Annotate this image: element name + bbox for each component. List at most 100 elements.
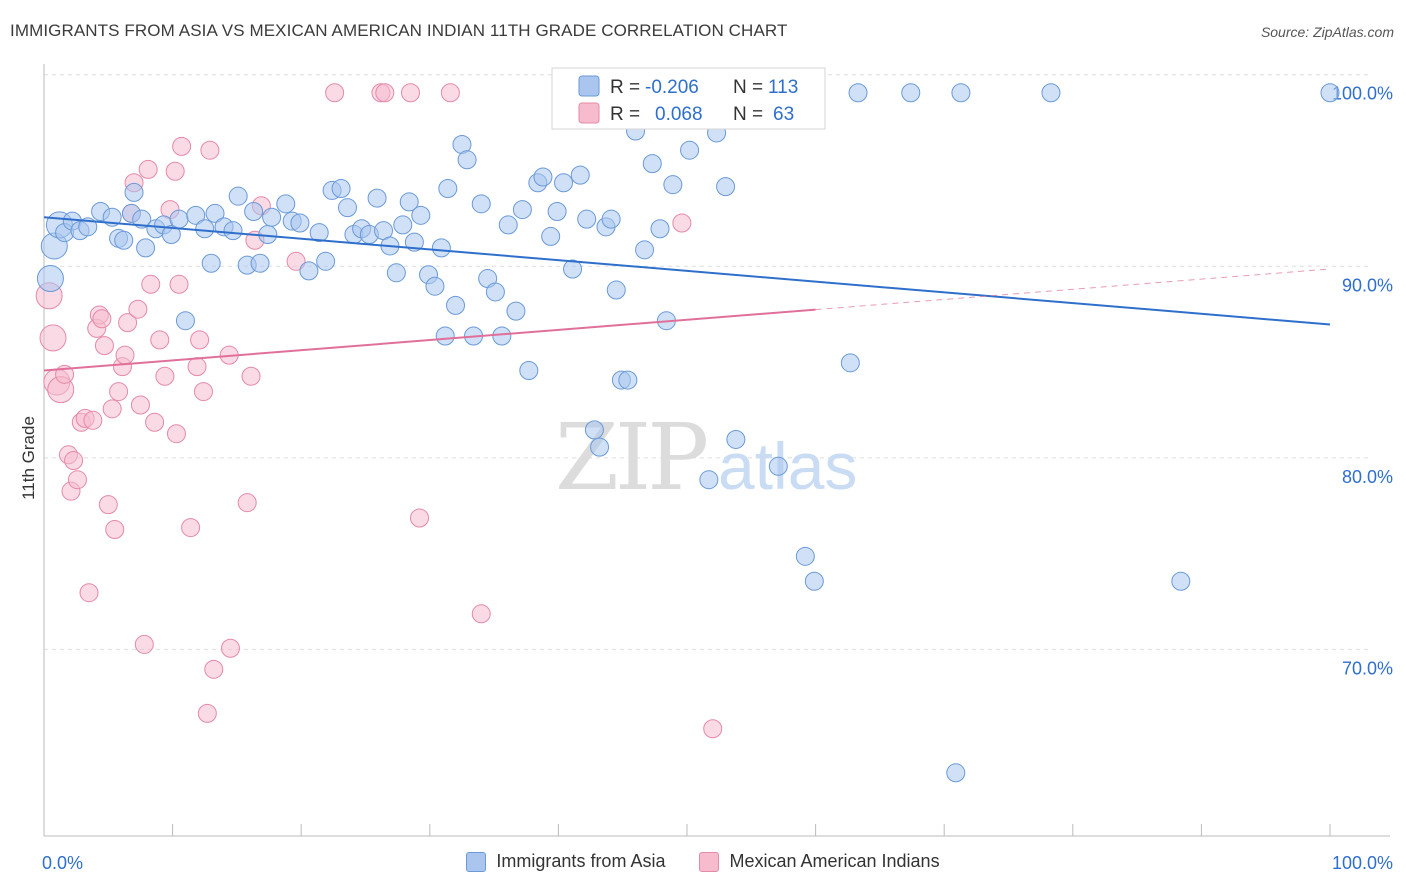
legend-swatch-blue [466,851,487,872]
y-tick-labels: 70.0% 80.0% 90.0% 100.0% [1332,84,1393,679]
y-tick-label-90: 90.0% [1342,275,1393,295]
pink-point-52 [286,251,306,271]
blue-point-76 [577,209,597,229]
blue-point-99 [840,353,860,373]
blue-point-22 [201,253,221,273]
stats-legend-pink-swatch [578,102,600,124]
blue-point-66 [506,301,526,321]
pink-point-27 [130,395,150,415]
pink-point-1 [39,324,67,352]
x-tick-labels: 0.0% 100.0% [42,853,1393,873]
blue-point-6 [78,217,98,237]
blue-point-0 [36,265,64,293]
pink-point-37 [169,274,189,294]
blue-point-20 [186,205,206,225]
stats-n-value-blue: 113 [768,77,798,98]
stats-n-label-pink: N = [733,104,763,125]
pink-point-17 [98,495,118,515]
blue-point-67 [512,200,532,220]
blue-point-21 [195,219,215,239]
blue-point-105 [1171,571,1191,591]
blue-point-56 [438,179,458,199]
blue-point-64 [492,326,512,346]
blue-point-36 [309,223,329,243]
blue-point-91 [699,470,719,490]
pink-point-49 [241,366,261,386]
blue-point-14 [136,238,156,258]
blue-point-23 [205,203,225,223]
pink-point-40 [187,357,207,377]
blue-point-59 [457,150,477,170]
pink-point-16 [94,336,114,356]
pink-point-32 [150,330,170,350]
pink-point-48 [237,493,257,513]
pink-point-30 [141,274,161,294]
blue-point-65 [498,215,518,235]
pink-point-23 [118,313,138,333]
blue-point-75 [570,165,590,185]
stats-r-value-blue: -0.206 [645,77,699,98]
blue-point-55 [435,326,455,346]
trend-line-mexican-american-indians [43,308,816,372]
blue-point-102 [946,763,966,783]
pink-point-35 [165,161,185,181]
pink-point-47 [220,638,240,658]
pink-point-55 [375,83,395,103]
blue-point-10 [114,230,134,250]
pink-point-7 [64,451,84,471]
pink-point-33 [155,366,175,386]
blue-point-37 [316,251,336,271]
source-label: Source: ZipAtlas.com [1260,24,1394,40]
pink-point-45 [204,659,224,679]
pink-point-19 [105,519,125,539]
pink-point-15 [92,309,112,329]
blue-point-63 [485,282,505,302]
pink-point-31 [145,412,165,432]
blue-point-77 [584,420,604,440]
blue-point-74 [563,259,583,279]
blue-point-86 [642,154,662,174]
pink-point-8 [67,470,87,490]
blue-point-19 [175,311,195,331]
blue-point-87 [650,219,670,239]
stats-legend-blue-swatch [578,75,600,97]
blue-point-83 [618,370,638,390]
trend-line-immigrants-from-asia [43,216,1331,326]
blue-point-73 [554,173,574,193]
blue-point-61 [471,194,491,214]
series-immigrants-from-asia-points [36,83,1340,783]
series-legend: Immigrants from Asia Mexican American In… [0,851,1406,872]
pink-point-41 [190,330,210,350]
pink-point-18 [102,399,122,419]
blue-point-104 [1041,83,1061,103]
blue-point-97 [795,546,815,566]
pink-point-59 [471,604,491,624]
pink-point-36 [166,424,186,444]
y-tick-label-80: 80.0% [1342,467,1393,487]
blue-point-49 [399,192,419,212]
blue-point-48 [393,215,413,235]
pink-point-20 [109,382,129,402]
blue-point-44 [367,188,387,208]
blue-point-54 [431,238,451,258]
stats-n-label-blue: N = [733,77,763,98]
blue-point-70 [533,167,553,187]
blue-point-96 [768,456,788,476]
legend-item-mexican-american-indians: Mexican American Indians [699,851,940,872]
pink-point-29 [138,159,158,179]
blue-point-71 [541,226,561,246]
watermark-zip: ZIP [555,404,706,511]
blue-point-47 [386,263,406,283]
pink-point-12 [83,410,103,430]
trend-line-mexican-american-indians-extension [815,268,1331,311]
blue-point-94 [726,429,746,449]
blue-point-68 [519,361,539,381]
legend-label-mexican-american-indians: Mexican American Indians [729,851,940,871]
blue-point-26 [228,186,248,206]
blue-point-50 [404,232,424,252]
blue-point-106 [1320,83,1340,103]
trend-lines [43,216,1331,372]
y-axis-label: 11th Grade [19,416,38,500]
blue-point-103 [951,83,971,103]
blue-point-98 [804,571,824,591]
